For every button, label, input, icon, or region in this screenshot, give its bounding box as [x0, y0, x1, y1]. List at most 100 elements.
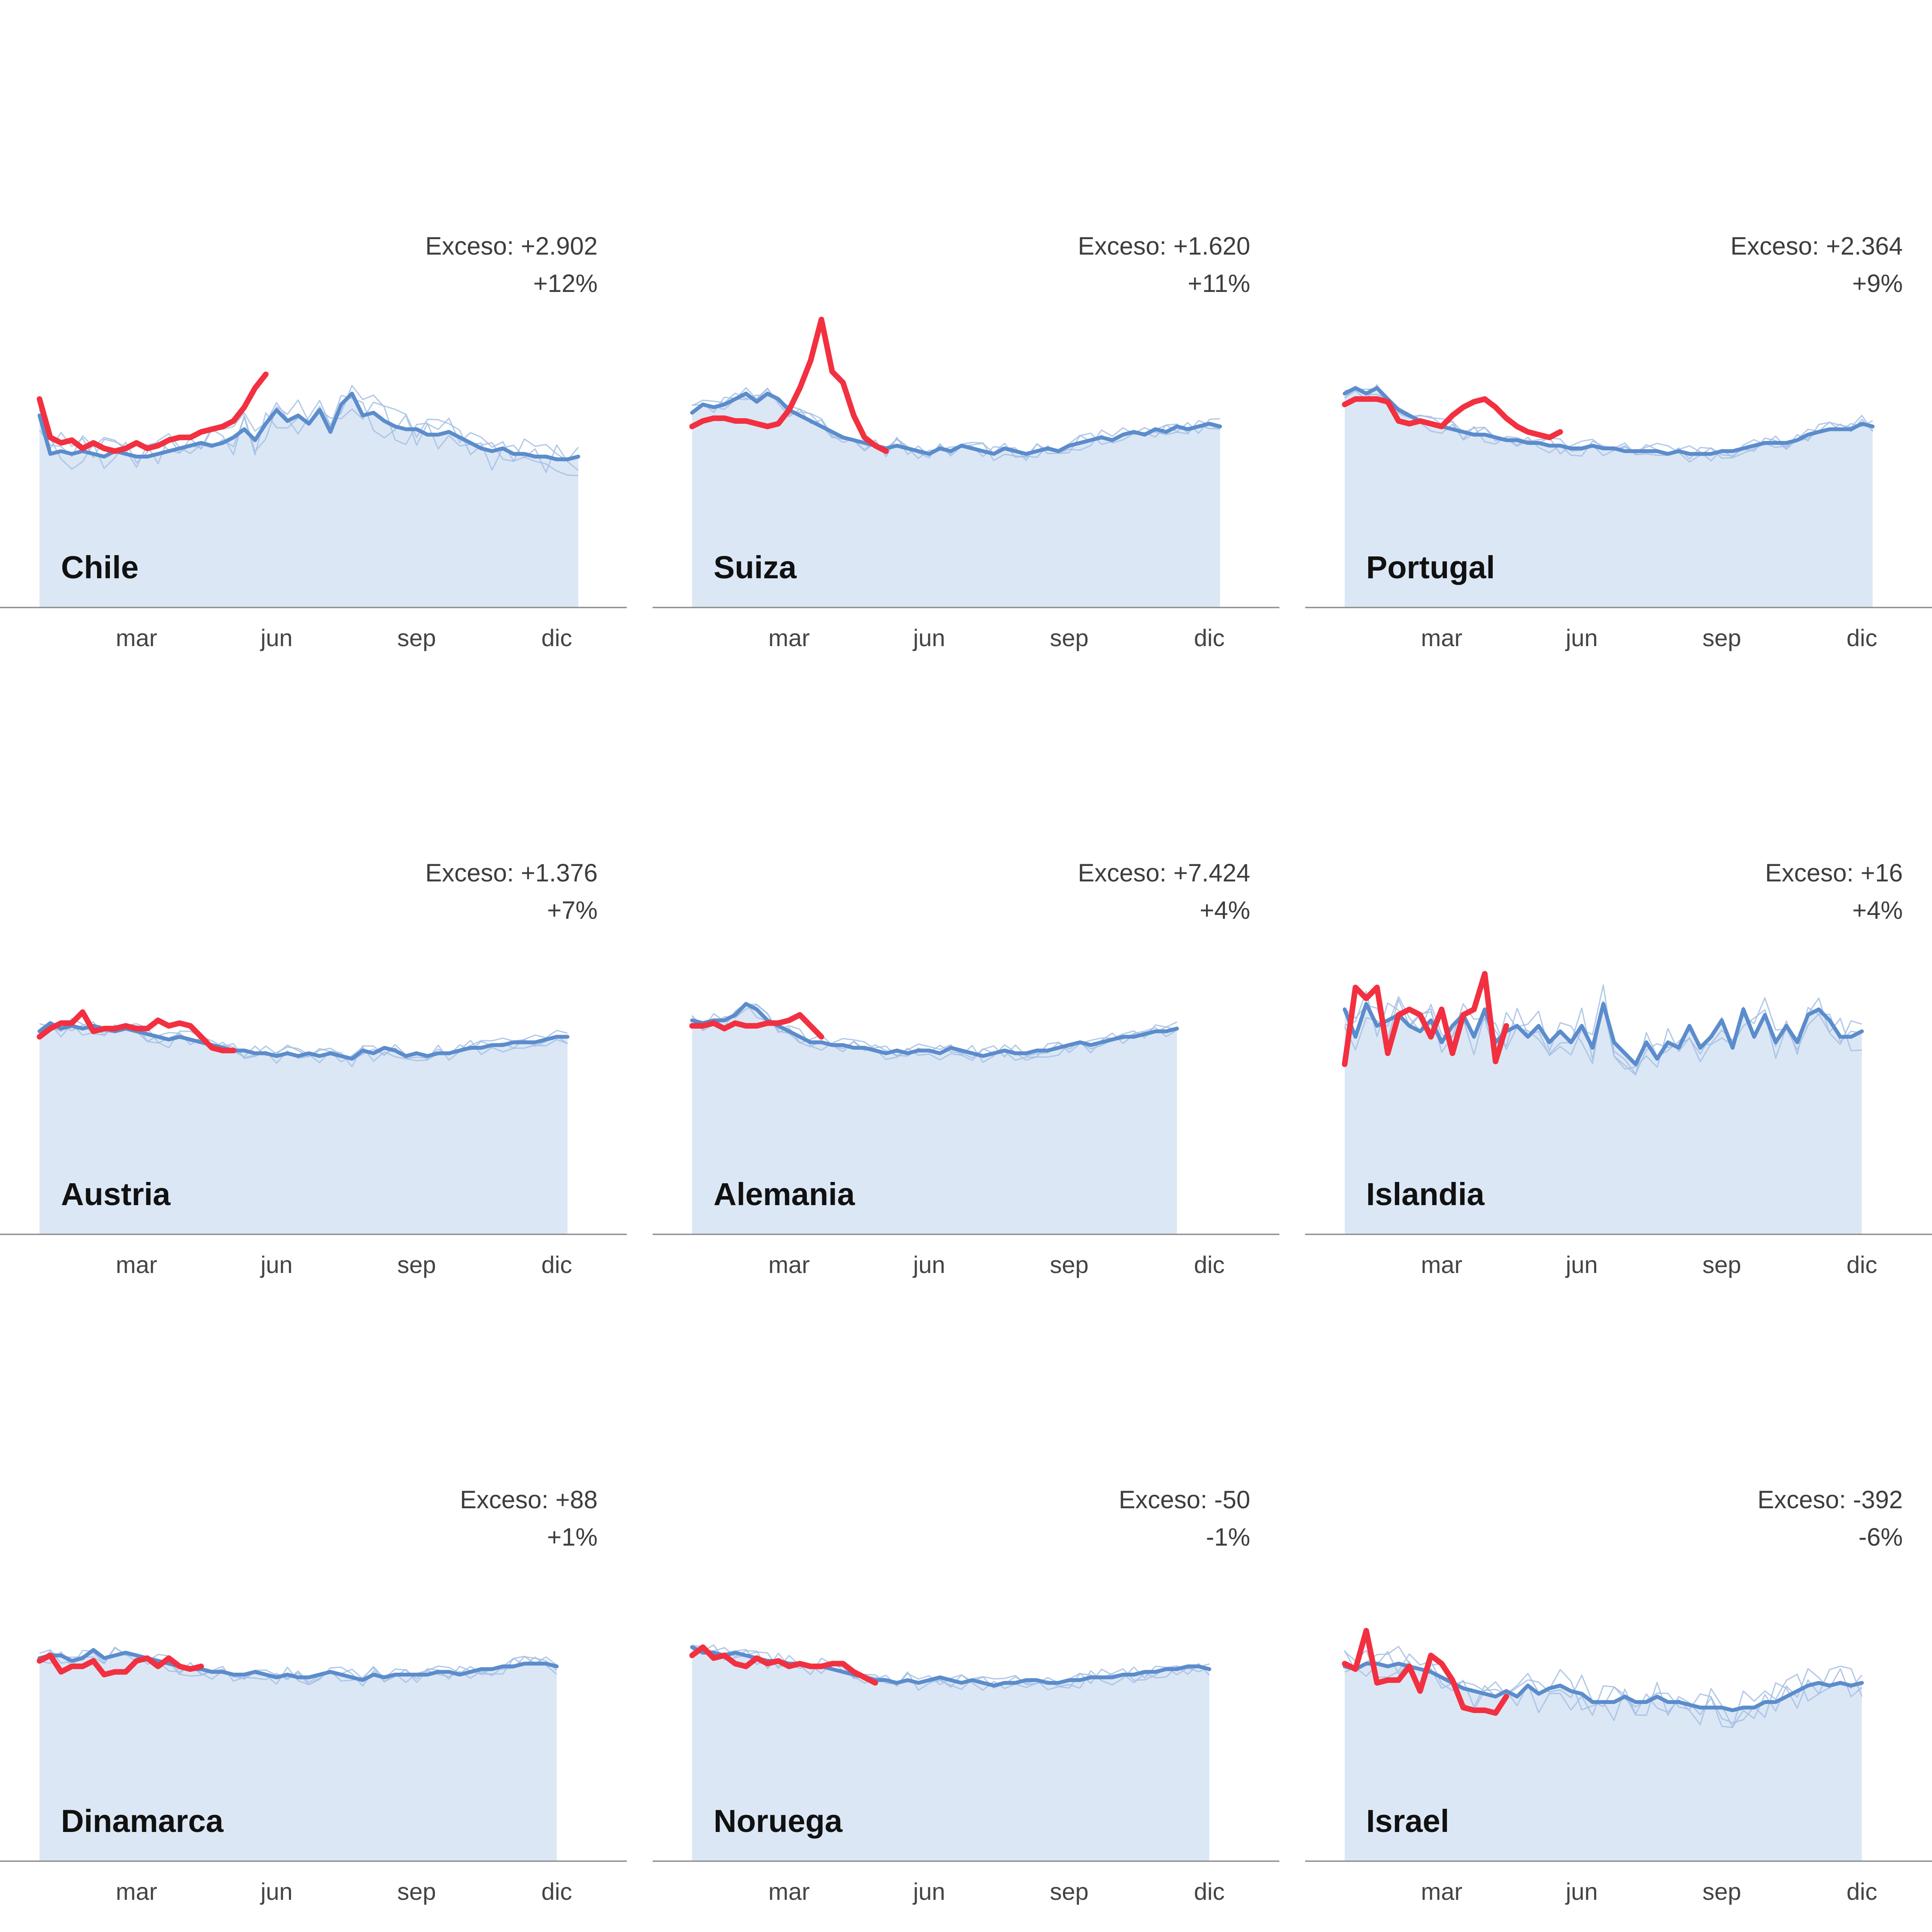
country-name: Islandia: [1366, 1176, 1485, 1212]
month-tick-label: mar: [116, 1251, 157, 1278]
excess-deaths-label: Exceso: -50: [1118, 1486, 1250, 1514]
average-line: [1343, 1662, 1864, 1712]
month-tick-label: dic: [1847, 1878, 1877, 1905]
month-tick-label: mar: [116, 1878, 157, 1905]
excess-percent-label: +12%: [533, 270, 598, 298]
baseline-area: [39, 1023, 568, 1234]
mortality-chart: mar jun sep dic: [653, 1002, 1279, 1278]
country-name: Suiza: [714, 550, 797, 585]
current-year-line: [689, 1012, 824, 1040]
current-year-line: [1342, 1628, 1509, 1716]
country-name: Austria: [61, 1176, 170, 1212]
month-tick-label: sep: [1702, 624, 1741, 651]
baseline-area: [1345, 388, 1873, 608]
month-tick-label: mar: [1421, 1878, 1462, 1905]
current-year-line: [36, 1009, 237, 1054]
month-tick-label: sep: [1050, 1878, 1088, 1905]
current-year-line: [36, 1653, 204, 1677]
country-name: Israel: [1366, 1803, 1449, 1839]
month-tick-label: mar: [769, 624, 810, 651]
month-tick-label: mar: [1421, 1251, 1462, 1278]
country-name: Dinamarca: [61, 1803, 224, 1839]
current-year-line: [36, 371, 269, 454]
excess-percent-label: +11%: [1188, 270, 1250, 298]
month-tick-label: mar: [769, 1878, 810, 1905]
country-panel-suiza: mar jun sep dic Exceso: +1.620 +11% Suiza: [653, 0, 1279, 651]
mortality-chart: mar jun sep dic: [653, 316, 1279, 651]
month-tick-label: dic: [541, 1251, 572, 1278]
average-line: [690, 392, 1222, 456]
baseline-area: [692, 1004, 1177, 1234]
month-tick-label: jun: [1565, 624, 1598, 651]
country-name: Portugal: [1366, 550, 1495, 585]
baseline-area: [39, 1650, 557, 1861]
month-tick-label: jun: [1565, 1251, 1598, 1278]
month-tick-label: jun: [260, 624, 293, 651]
baseline-area: [1345, 1004, 1862, 1234]
mortality-chart: mar jun sep dic: [0, 371, 627, 651]
average-line: [37, 1648, 559, 1682]
average-line: [37, 392, 580, 462]
excess-deaths-label: Exceso: +1.376: [425, 859, 598, 887]
month-tick-label: sep: [1050, 624, 1088, 651]
mortality-chart: mar jun sep dic: [0, 1009, 627, 1278]
current-year-line: [689, 316, 889, 454]
prior-year-line-1: [1344, 984, 1862, 1076]
excess-percent-label: +9%: [1852, 270, 1903, 298]
excess-percent-label: +4%: [1200, 896, 1250, 924]
country-name: Noruega: [714, 1803, 843, 1839]
month-tick-label: sep: [1702, 1878, 1741, 1905]
month-tick-label: sep: [397, 624, 436, 651]
prior-year-line-2: [1344, 990, 1862, 1075]
excess-deaths-label: Exceso: +2.902: [425, 232, 598, 260]
month-tick-label: sep: [397, 1251, 436, 1278]
month-tick-label: dic: [1194, 624, 1225, 651]
mortality-chart: mar jun sep dic: [1305, 1628, 1932, 1905]
country-panel-israel: mar jun sep dic Exceso: -392 -6% Israel: [1305, 1254, 1932, 1905]
month-tick-label: jun: [912, 1251, 945, 1278]
excess-deaths-label: Exceso: +2.364: [1730, 232, 1903, 260]
country-name: Alemania: [714, 1176, 855, 1212]
month-tick-label: dic: [1847, 1251, 1877, 1278]
country-panel-chile: mar jun sep dic Exceso: +2.902 +12% Chile: [0, 0, 627, 651]
excess-percent-label: -6%: [1858, 1523, 1903, 1551]
baseline-area: [692, 1647, 1209, 1861]
excess-deaths-label: Exceso: +16: [1765, 859, 1903, 887]
month-tick-label: jun: [260, 1251, 293, 1278]
month-tick-label: mar: [769, 1251, 810, 1278]
month-tick-label: mar: [1421, 624, 1462, 651]
mortality-chart: mar jun sep dic: [0, 1646, 627, 1905]
country-panel-alemania: mar jun sep dic Exceso: +7.424 +4% Alemania: [653, 627, 1279, 1278]
mortality-chart: mar jun sep dic: [1305, 971, 1932, 1278]
country-panel-portugal: mar jun sep dic Exceso: +2.364 +9% Portugal: [1305, 0, 1932, 651]
country-panel-islandia: mar jun sep dic Exceso: +16 +4% Islandia: [1305, 627, 1932, 1278]
excess-percent-label: +7%: [547, 896, 598, 924]
month-tick-label: dic: [1847, 624, 1877, 651]
current-year-line: [1342, 971, 1509, 1067]
excess-deaths-label: Exceso: +7.424: [1078, 859, 1250, 887]
month-tick-label: jun: [1565, 1878, 1598, 1905]
excess-deaths-label: Exceso: +88: [460, 1486, 598, 1514]
excess-deaths-label: Exceso: +1.620: [1078, 232, 1250, 260]
month-tick-label: dic: [1194, 1251, 1225, 1278]
prior-year-line-3: [692, 1647, 1210, 1691]
month-tick-label: sep: [1050, 1251, 1088, 1278]
month-tick-label: jun: [912, 1878, 945, 1905]
month-tick-label: dic: [1194, 1878, 1225, 1905]
mortality-chart: mar jun sep dic: [653, 1644, 1279, 1905]
mortality-chart: mar jun sep dic: [1305, 384, 1932, 651]
month-tick-label: dic: [541, 1878, 572, 1905]
prior-year-line-3: [1344, 1651, 1862, 1724]
baseline-area: [39, 393, 578, 608]
average-line: [1343, 1002, 1864, 1066]
excess-deaths-label: Exceso: -392: [1757, 1486, 1903, 1514]
country-panel-noruega: mar jun sep dic Exceso: -50 -1% Noruega: [653, 1254, 1279, 1905]
country-name: Chile: [61, 550, 139, 585]
excess-percent-label: -1%: [1206, 1523, 1250, 1551]
month-tick-label: dic: [541, 624, 572, 651]
month-tick-label: jun: [912, 624, 945, 651]
month-tick-label: sep: [1702, 1251, 1741, 1278]
current-year-line: [1342, 396, 1563, 440]
month-tick-label: mar: [116, 624, 157, 651]
